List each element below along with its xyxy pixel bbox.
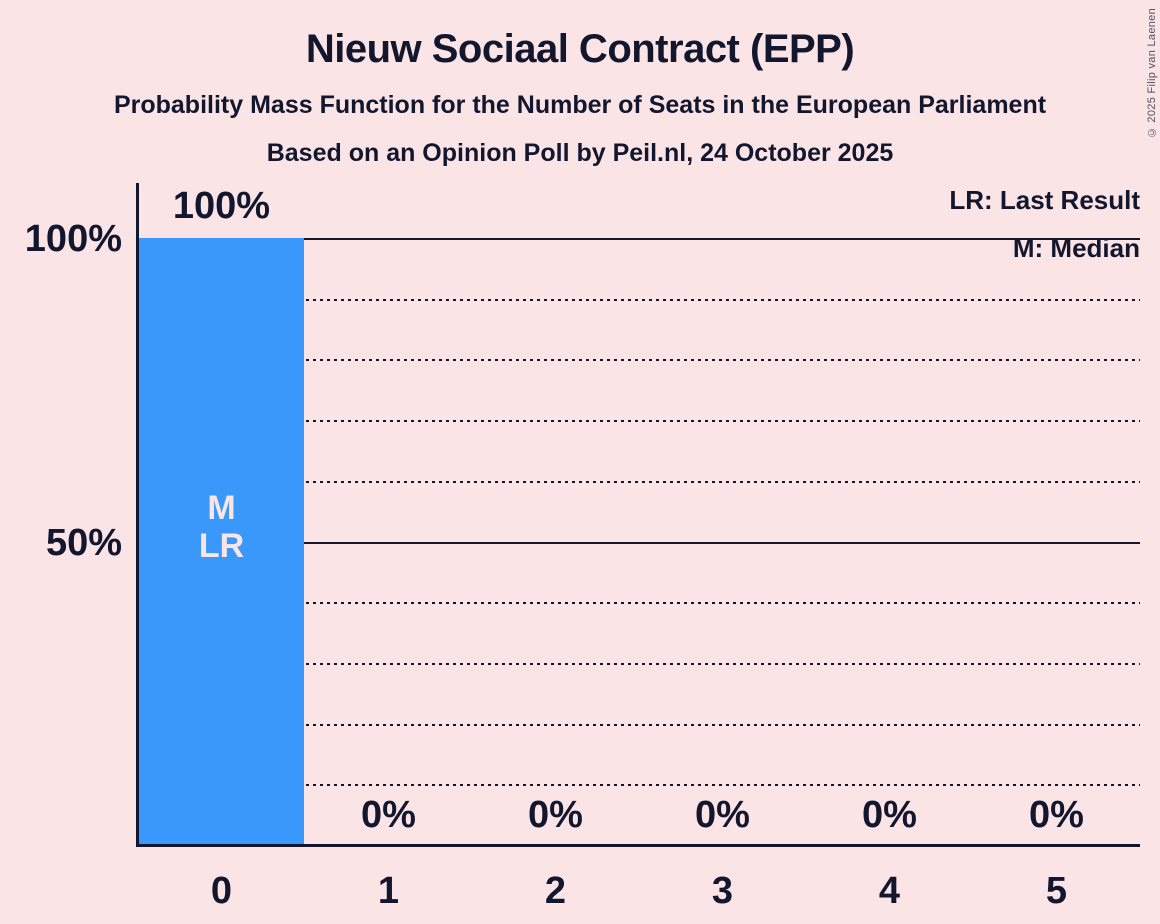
gridline-dotted-80 bbox=[138, 359, 1140, 361]
y-axis-line bbox=[136, 183, 139, 847]
gridline-dotted-20 bbox=[138, 724, 1140, 726]
x-tick-label-5: 5 bbox=[1045, 870, 1068, 912]
x-axis-line bbox=[136, 844, 1140, 847]
gridline-dotted-40 bbox=[138, 602, 1140, 604]
gridline-dotted-30 bbox=[138, 663, 1140, 665]
bar-annotation-0: M LR bbox=[198, 489, 245, 565]
plot-area: 100% M LR 0% 0% 0% 0% 0% bbox=[136, 183, 1140, 847]
gridline-dotted-60 bbox=[138, 481, 1140, 483]
chart-title: Nieuw Sociaal Contract (EPP) bbox=[305, 27, 855, 71]
x-tick-label-1: 1 bbox=[377, 870, 400, 912]
x-tick-label-2: 2 bbox=[544, 870, 567, 912]
y-tick-label-100: 100% bbox=[24, 218, 122, 260]
gridline-dotted-10 bbox=[138, 784, 1140, 786]
gridline-solid-100 bbox=[138, 238, 1140, 240]
gridline-solid-50 bbox=[138, 542, 1140, 544]
gridline-dotted-90 bbox=[138, 299, 1140, 301]
legend-median: M: Median bbox=[1012, 233, 1140, 263]
bar-seats-0 bbox=[139, 238, 304, 845]
chart-poll-info: Based on an Opinion Poll by Peil.nl, 24 … bbox=[266, 139, 894, 167]
gridline-dotted-70 bbox=[138, 420, 1140, 422]
bar-value-label-2: 0% bbox=[528, 794, 583, 836]
y-tick-label-50: 50% bbox=[45, 522, 122, 564]
x-tick-label-4: 4 bbox=[878, 870, 901, 912]
legend-last-result: LR: Last Result bbox=[949, 185, 1140, 215]
bar-value-label-0: 100% bbox=[172, 185, 271, 227]
x-tick-label-3: 3 bbox=[711, 870, 734, 912]
bar-value-label-4: 0% bbox=[862, 794, 917, 836]
chart-subtitle: Probability Mass Function for the Number… bbox=[113, 91, 1047, 119]
bar-value-label-3: 0% bbox=[695, 794, 750, 836]
x-tick-label-0: 0 bbox=[210, 870, 233, 912]
bar-value-label-1: 0% bbox=[361, 794, 416, 836]
bar-value-label-5: 0% bbox=[1029, 794, 1084, 836]
